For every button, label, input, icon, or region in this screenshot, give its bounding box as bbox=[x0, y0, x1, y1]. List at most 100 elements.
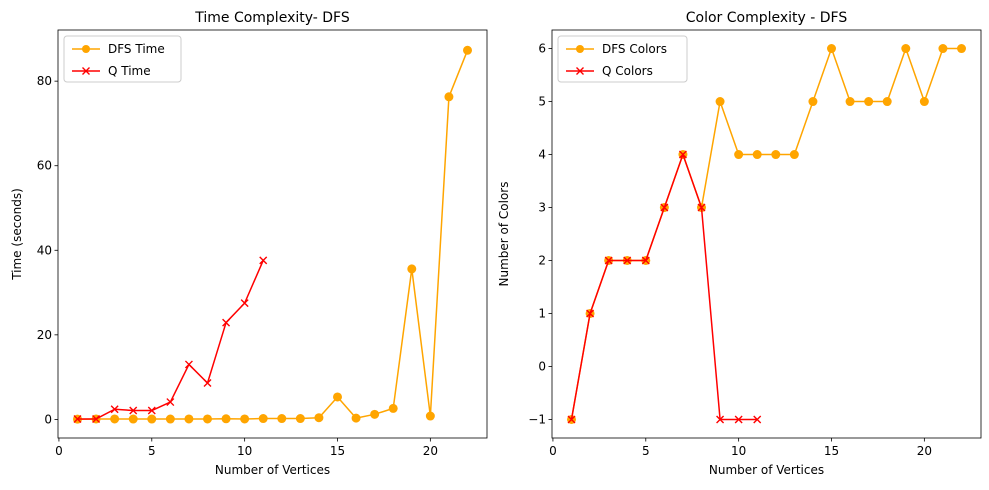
data-point bbox=[715, 97, 725, 107]
data-point bbox=[184, 360, 193, 369]
data-point bbox=[351, 413, 361, 423]
x-tick-label: 5 bbox=[148, 444, 156, 458]
legend-marker bbox=[82, 67, 90, 75]
data-point bbox=[295, 414, 305, 424]
data-point bbox=[259, 256, 268, 265]
y-tick-label: 40 bbox=[37, 243, 52, 257]
data-point bbox=[716, 415, 725, 424]
y-tick-label: 6 bbox=[538, 42, 546, 56]
data-point bbox=[938, 44, 948, 54]
chart-title: Color Complexity - DFS bbox=[686, 10, 848, 26]
data-point bbox=[184, 414, 194, 424]
data-point bbox=[901, 44, 911, 54]
data-point bbox=[425, 411, 435, 421]
chart-title: Time Complexity- DFS bbox=[194, 10, 350, 26]
y-axis-label: Number of Colors bbox=[497, 182, 511, 287]
series-line bbox=[77, 260, 264, 420]
data-point bbox=[73, 414, 82, 423]
data-point bbox=[845, 97, 855, 107]
x-tick-label: 20 bbox=[423, 444, 438, 458]
legend-label: Q Colors bbox=[602, 64, 653, 78]
data-point bbox=[314, 413, 324, 423]
legend-marker bbox=[576, 67, 584, 75]
y-tick-label: 3 bbox=[538, 201, 546, 215]
y-tick-label: 2 bbox=[538, 253, 546, 267]
y-tick-label: 20 bbox=[37, 328, 52, 342]
data-point bbox=[734, 415, 743, 424]
data-point bbox=[147, 414, 157, 424]
data-point bbox=[203, 379, 212, 388]
y-tick-label: 1 bbox=[538, 306, 546, 320]
data-point bbox=[641, 256, 650, 265]
data-point bbox=[110, 414, 120, 424]
data-point bbox=[110, 405, 119, 414]
data-point bbox=[258, 414, 268, 424]
data-point bbox=[128, 414, 138, 424]
legend-marker bbox=[82, 45, 90, 53]
data-point bbox=[827, 44, 836, 54]
x-tick-label: 10 bbox=[237, 444, 252, 458]
y-tick-label: 60 bbox=[37, 159, 52, 173]
data-point bbox=[808, 97, 818, 107]
legend-label: DFS Colors bbox=[602, 42, 667, 56]
x-axis-label: Number of Vertices bbox=[709, 463, 824, 477]
data-point bbox=[919, 97, 929, 107]
data-point bbox=[678, 150, 687, 159]
data-point bbox=[864, 97, 874, 107]
data-point bbox=[166, 398, 175, 407]
data-point bbox=[734, 150, 744, 160]
legend-label: DFS Time bbox=[108, 42, 165, 56]
data-point bbox=[221, 414, 231, 424]
y-tick-label: 5 bbox=[538, 95, 546, 109]
y-tick-label: −1 bbox=[528, 412, 546, 426]
data-point bbox=[240, 414, 250, 424]
data-point bbox=[586, 309, 595, 318]
y-tick-label: 0 bbox=[44, 412, 52, 426]
plot-area-frame bbox=[57, 29, 488, 439]
y-tick-label: 80 bbox=[37, 74, 52, 88]
y-tick-label: 4 bbox=[538, 148, 546, 162]
data-point bbox=[240, 299, 249, 308]
data-point bbox=[203, 414, 212, 424]
x-tick-label: 0 bbox=[549, 444, 557, 458]
data-point bbox=[771, 150, 781, 160]
series-q-colors bbox=[567, 150, 762, 424]
data-point bbox=[388, 403, 398, 413]
data-point bbox=[407, 264, 417, 274]
data-point bbox=[752, 150, 762, 160]
x-tick-label: 0 bbox=[55, 444, 63, 458]
x-tick-label: 20 bbox=[917, 444, 932, 458]
x-tick-label: 15 bbox=[824, 444, 839, 458]
series-dfs-time bbox=[73, 45, 472, 424]
x-tick-label: 15 bbox=[330, 444, 345, 458]
data-point bbox=[882, 97, 892, 107]
x-axis-label: Number of Vertices bbox=[215, 463, 330, 477]
series-line bbox=[77, 50, 469, 420]
plot-area-frame bbox=[551, 29, 982, 439]
data-point bbox=[623, 256, 632, 265]
series-line bbox=[570, 153, 758, 421]
data-point bbox=[789, 150, 799, 160]
data-point bbox=[333, 392, 342, 402]
data-point bbox=[660, 203, 669, 212]
legend-marker bbox=[576, 45, 584, 53]
y-tick-label: 0 bbox=[538, 359, 546, 373]
series-q-time bbox=[73, 256, 268, 423]
series-dfs-colors bbox=[567, 44, 966, 424]
y-axis-label: Time (seconds) bbox=[10, 188, 24, 281]
data-point bbox=[697, 203, 706, 212]
legend: DFS Colors Q Colors bbox=[557, 35, 688, 83]
time-chart: Time Complexity- DFS 0 5 10 15 20 0 20 40 60 80 Num… bbox=[10, 10, 488, 477]
color-chart: Color Complexity - DFS 0 5 10 15 20 −1 0 1 2 3 4 5 6 N… bbox=[497, 10, 982, 477]
series-line bbox=[570, 47, 962, 420]
data-point bbox=[753, 415, 762, 424]
data-point bbox=[147, 406, 156, 415]
legend-label: Q Time bbox=[108, 64, 151, 78]
data-point bbox=[604, 256, 613, 265]
data-point bbox=[957, 44, 966, 54]
x-tick-label: 10 bbox=[731, 444, 746, 458]
data-point bbox=[567, 415, 576, 424]
data-point bbox=[277, 414, 287, 424]
legend: DFS Time Q Time bbox=[63, 35, 182, 83]
